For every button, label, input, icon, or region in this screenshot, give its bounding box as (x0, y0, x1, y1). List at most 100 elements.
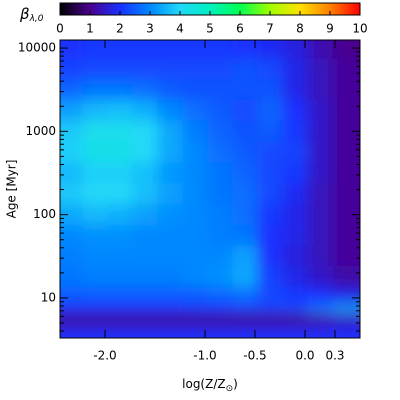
heatmap-cell (207, 331, 233, 338)
heatmap-cell (132, 182, 158, 205)
heatmap-cell (332, 245, 360, 267)
heatmap-cell (107, 182, 133, 205)
heatmap-cell (60, 303, 83, 315)
heatmap-cell (182, 245, 208, 267)
heatmap-cell (157, 303, 183, 315)
heatmap-cell (182, 331, 208, 338)
heatmap-cell (282, 40, 308, 60)
colorbar-tick-label: 9 (326, 22, 334, 36)
heatmap-cell (60, 203, 83, 226)
heatmap-cell (107, 141, 133, 163)
heatmap-cell (207, 58, 233, 80)
heatmap-cell (182, 313, 208, 324)
heatmap-cell (307, 313, 333, 324)
y-tick-label: 10 (41, 290, 56, 304)
heatmap-cell (332, 182, 360, 205)
heatmap-cell (82, 303, 108, 315)
heatmap-cell (132, 120, 158, 143)
heatmap-cell (207, 40, 233, 60)
heatmap-cell (182, 266, 208, 288)
heatmap-cell (82, 266, 108, 288)
heatmap-cell (107, 266, 133, 288)
x-tick-label: -1.0 (193, 349, 216, 363)
heatmap-cell (157, 141, 183, 163)
heatmap-cell (257, 266, 283, 288)
heatmap-cell (282, 58, 308, 80)
heatmap-cell (232, 58, 258, 80)
heatmap-cell (60, 162, 83, 184)
heatmap-cell (60, 331, 83, 338)
heatmap-cell (232, 331, 258, 338)
heatmap-cell (107, 313, 133, 324)
heatmap-cell (332, 40, 360, 60)
heatmap-cell (307, 120, 333, 143)
heatmap-cell (182, 141, 208, 163)
heatmap-cell (232, 99, 258, 122)
heatmap-cell (182, 287, 208, 304)
heatmap-cell (232, 141, 258, 163)
heatmap-cell (132, 331, 158, 338)
heatmap-cell (182, 303, 208, 315)
heatmap-cell (307, 225, 333, 247)
heatmap-cell (232, 40, 258, 60)
heatmap-cell (332, 203, 360, 226)
heatmap-cell (257, 303, 283, 315)
heatmap-cell (207, 79, 233, 101)
heatmap-cell (307, 303, 333, 315)
heatmap-cell (282, 313, 308, 324)
heatmap-cell (132, 162, 158, 184)
heatmap-cell (332, 266, 360, 288)
colorbar-tick-label: 2 (116, 22, 124, 36)
heatmap-cell (257, 245, 283, 267)
colorbar-tick-label: 8 (296, 22, 304, 36)
x-tick-label: -0.5 (243, 349, 266, 363)
colorbar-label: βλ,0 (19, 5, 44, 24)
heatmap-cell (82, 225, 108, 247)
heatmap-cell (332, 120, 360, 143)
heatmap-cell (282, 182, 308, 205)
heatmap-cell (132, 79, 158, 101)
heatmap-cell (182, 203, 208, 226)
heatmap-cell (307, 331, 333, 338)
heatmap-cell (207, 141, 233, 163)
heatmap-cell (82, 313, 108, 324)
heatmap-cell (182, 322, 208, 332)
heatmap-cell (232, 225, 258, 247)
heatmap-cell (207, 225, 233, 247)
heatmap-cell (182, 182, 208, 205)
heatmap-cell (257, 79, 283, 101)
heatmap-cell (60, 141, 83, 163)
heatmap-cell (207, 162, 233, 184)
heatmap-cell (257, 313, 283, 324)
heatmap-cell (332, 322, 360, 332)
heatmap-cell (282, 79, 308, 101)
heatmap-cell (132, 287, 158, 304)
heatmap-cell (60, 182, 83, 205)
heatmap-cell (157, 99, 183, 122)
colorbar-tick-label: 0 (56, 22, 64, 36)
heatmap-cell (182, 225, 208, 247)
heatmap-cell (60, 322, 83, 332)
heatmap-cell (307, 203, 333, 226)
heatmap-cell (332, 303, 360, 315)
y-tick-label: 10000 (18, 41, 56, 55)
heatmap-cell (257, 40, 283, 60)
heatmap-cell (107, 99, 133, 122)
heatmap-cell (107, 322, 133, 332)
heatmap-cell (182, 40, 208, 60)
heatmap-cell (207, 287, 233, 304)
heatmap-cell (82, 245, 108, 267)
heatmap-cell (207, 99, 233, 122)
heatmap-cell (132, 99, 158, 122)
x-tick-label: 0.0 (295, 349, 314, 363)
heatmap-cell (307, 322, 333, 332)
heatmap-cell (207, 120, 233, 143)
heatmap-cell (332, 99, 360, 122)
heatmap-cell (182, 162, 208, 184)
heatmap-cell (232, 182, 258, 205)
heatmap-cell (332, 313, 360, 324)
heatmap-cell (132, 40, 158, 60)
heatmap-cell (282, 162, 308, 184)
heatmap-cell (157, 79, 183, 101)
heatmap-cell (107, 245, 133, 267)
